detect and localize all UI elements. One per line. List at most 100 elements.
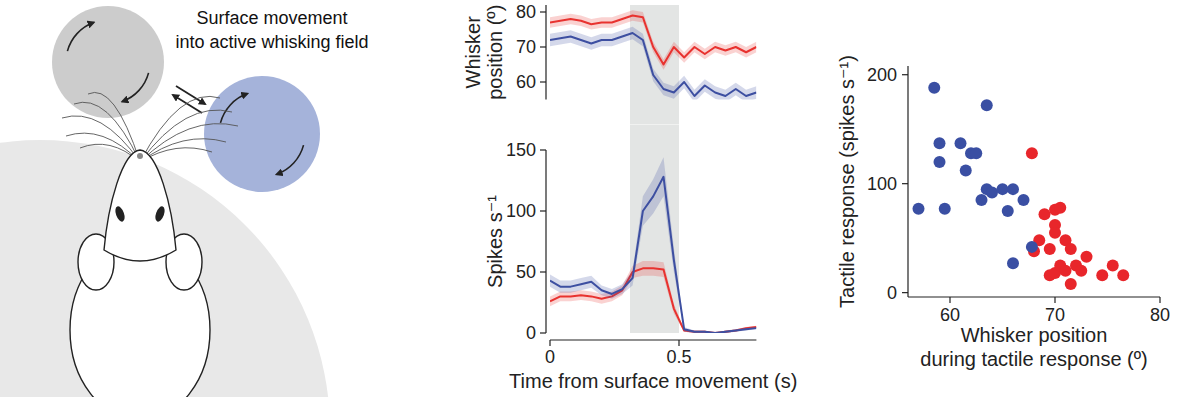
scatter-point bbox=[976, 194, 988, 206]
scatter-point bbox=[997, 183, 1009, 195]
plot-area bbox=[550, 10, 756, 99]
diagram-caption: into active whisking field bbox=[175, 32, 368, 52]
y-axis-label: Whisker bbox=[462, 16, 484, 89]
y-tick bbox=[902, 183, 908, 184]
rotation-arrow bbox=[67, 23, 93, 52]
plot-area bbox=[913, 82, 1130, 290]
scatter-point bbox=[986, 186, 998, 198]
mouse-nose bbox=[137, 153, 143, 159]
scatter-point bbox=[1039, 208, 1051, 220]
y-axis bbox=[545, 5, 546, 100]
y-tick bbox=[902, 292, 908, 293]
y-tick-label: 0 bbox=[526, 323, 536, 343]
y-axis-label: Spikes s⁻¹ bbox=[484, 195, 506, 288]
x-tick-label: 0.5 bbox=[666, 347, 691, 367]
scatter-point bbox=[939, 203, 951, 215]
scatter-point bbox=[1065, 278, 1077, 290]
error-band bbox=[550, 27, 756, 100]
mouse-head bbox=[104, 150, 176, 261]
y-tick-label: 200 bbox=[867, 65, 897, 85]
scatter-point bbox=[1096, 269, 1108, 281]
rotation-arrow bbox=[220, 94, 247, 123]
series-line bbox=[550, 33, 756, 96]
scatter-point bbox=[1054, 202, 1066, 214]
scatter-point bbox=[934, 156, 946, 168]
y-axis bbox=[907, 66, 908, 297]
surface-out bbox=[52, 6, 164, 118]
whisker bbox=[88, 92, 140, 162]
diagram: Surface movement into active whisking fie… bbox=[0, 6, 369, 397]
series-line bbox=[550, 268, 756, 333]
y-tick-label: 0 bbox=[887, 283, 897, 303]
scatter-point bbox=[1107, 259, 1119, 271]
scatter-point bbox=[1026, 147, 1038, 159]
rotation-arrow bbox=[122, 73, 148, 102]
mouse-eye bbox=[114, 205, 127, 223]
scatter-point bbox=[1060, 265, 1072, 277]
scatter-point bbox=[1007, 257, 1019, 269]
diagram-caption: Surface movement bbox=[196, 8, 347, 28]
scatter-point bbox=[1044, 243, 1056, 255]
scatter-point bbox=[1081, 251, 1093, 263]
line-chart: 60 70 80 Whiskerposition (º) bbox=[462, 2, 756, 125]
scatter-point bbox=[1002, 205, 1014, 217]
y-tick bbox=[540, 11, 546, 12]
y-axis-label: Tactile response (spikes s⁻¹) bbox=[836, 55, 858, 308]
mouse-eye bbox=[154, 205, 167, 223]
y-tick bbox=[540, 81, 546, 82]
error-band bbox=[550, 157, 756, 333]
scatter-point bbox=[1049, 227, 1061, 239]
error-band bbox=[550, 261, 756, 333]
scatter-point bbox=[981, 99, 993, 111]
plot-area bbox=[550, 157, 756, 333]
y-axis bbox=[545, 150, 546, 333]
figure: Surface movement into active whisking fie… bbox=[0, 0, 1200, 397]
y-tick bbox=[902, 74, 908, 75]
y-tick bbox=[540, 332, 546, 333]
scatter-point bbox=[913, 203, 925, 215]
x-axis bbox=[908, 296, 1160, 297]
x-axis bbox=[550, 339, 756, 340]
y-tick-label: 100 bbox=[506, 201, 536, 221]
y-tick bbox=[540, 271, 546, 272]
whisker bbox=[140, 124, 238, 162]
y-tick-label: 70 bbox=[516, 37, 536, 57]
scatter-point bbox=[970, 147, 982, 159]
y-tick-label: 150 bbox=[506, 140, 536, 160]
y-tick bbox=[540, 149, 546, 150]
y-tick-label: 100 bbox=[867, 174, 897, 194]
y-tick-label: 60 bbox=[516, 72, 536, 92]
x-tick bbox=[1159, 297, 1160, 303]
y-tick bbox=[540, 210, 546, 211]
x-tick-label: 80 bbox=[1150, 305, 1170, 325]
surface-in bbox=[204, 76, 320, 192]
x-tick-label: 60 bbox=[940, 305, 960, 325]
scatter-point bbox=[1018, 194, 1030, 206]
y-tick bbox=[540, 46, 546, 47]
whisker bbox=[140, 96, 220, 162]
scatter-point bbox=[928, 82, 940, 94]
scatter-point bbox=[1026, 241, 1038, 253]
y-tick-label: 50 bbox=[516, 262, 536, 282]
shaded-window bbox=[630, 5, 679, 125]
x-tick-label: 0 bbox=[545, 347, 555, 367]
y-tick-label: 80 bbox=[516, 2, 536, 22]
x-tick bbox=[678, 340, 679, 346]
y-axis-label: position (º) bbox=[484, 5, 506, 100]
scatter-chart: 0100200607080Whisker positionduring tact… bbox=[836, 55, 1170, 370]
rotation-arrow bbox=[277, 145, 304, 174]
scatter-point bbox=[1075, 265, 1087, 277]
scatter-point bbox=[1065, 243, 1077, 255]
scatter-point bbox=[934, 137, 946, 149]
line-chart: 0 50 100 150 Spikes s⁻¹ 0 0.5 Time from surface… bbox=[484, 125, 797, 392]
x-tick bbox=[1054, 297, 1055, 303]
x-tick bbox=[549, 340, 550, 346]
scatter-point bbox=[960, 165, 972, 177]
whisker bbox=[140, 139, 226, 162]
scatter-point bbox=[1117, 269, 1129, 281]
x-axis-label: Time from surface movement (s) bbox=[509, 370, 797, 392]
series-line bbox=[550, 177, 756, 333]
x-tick-label: 70 bbox=[1045, 305, 1065, 325]
scatter-point bbox=[955, 137, 967, 149]
x-tick bbox=[949, 297, 950, 303]
